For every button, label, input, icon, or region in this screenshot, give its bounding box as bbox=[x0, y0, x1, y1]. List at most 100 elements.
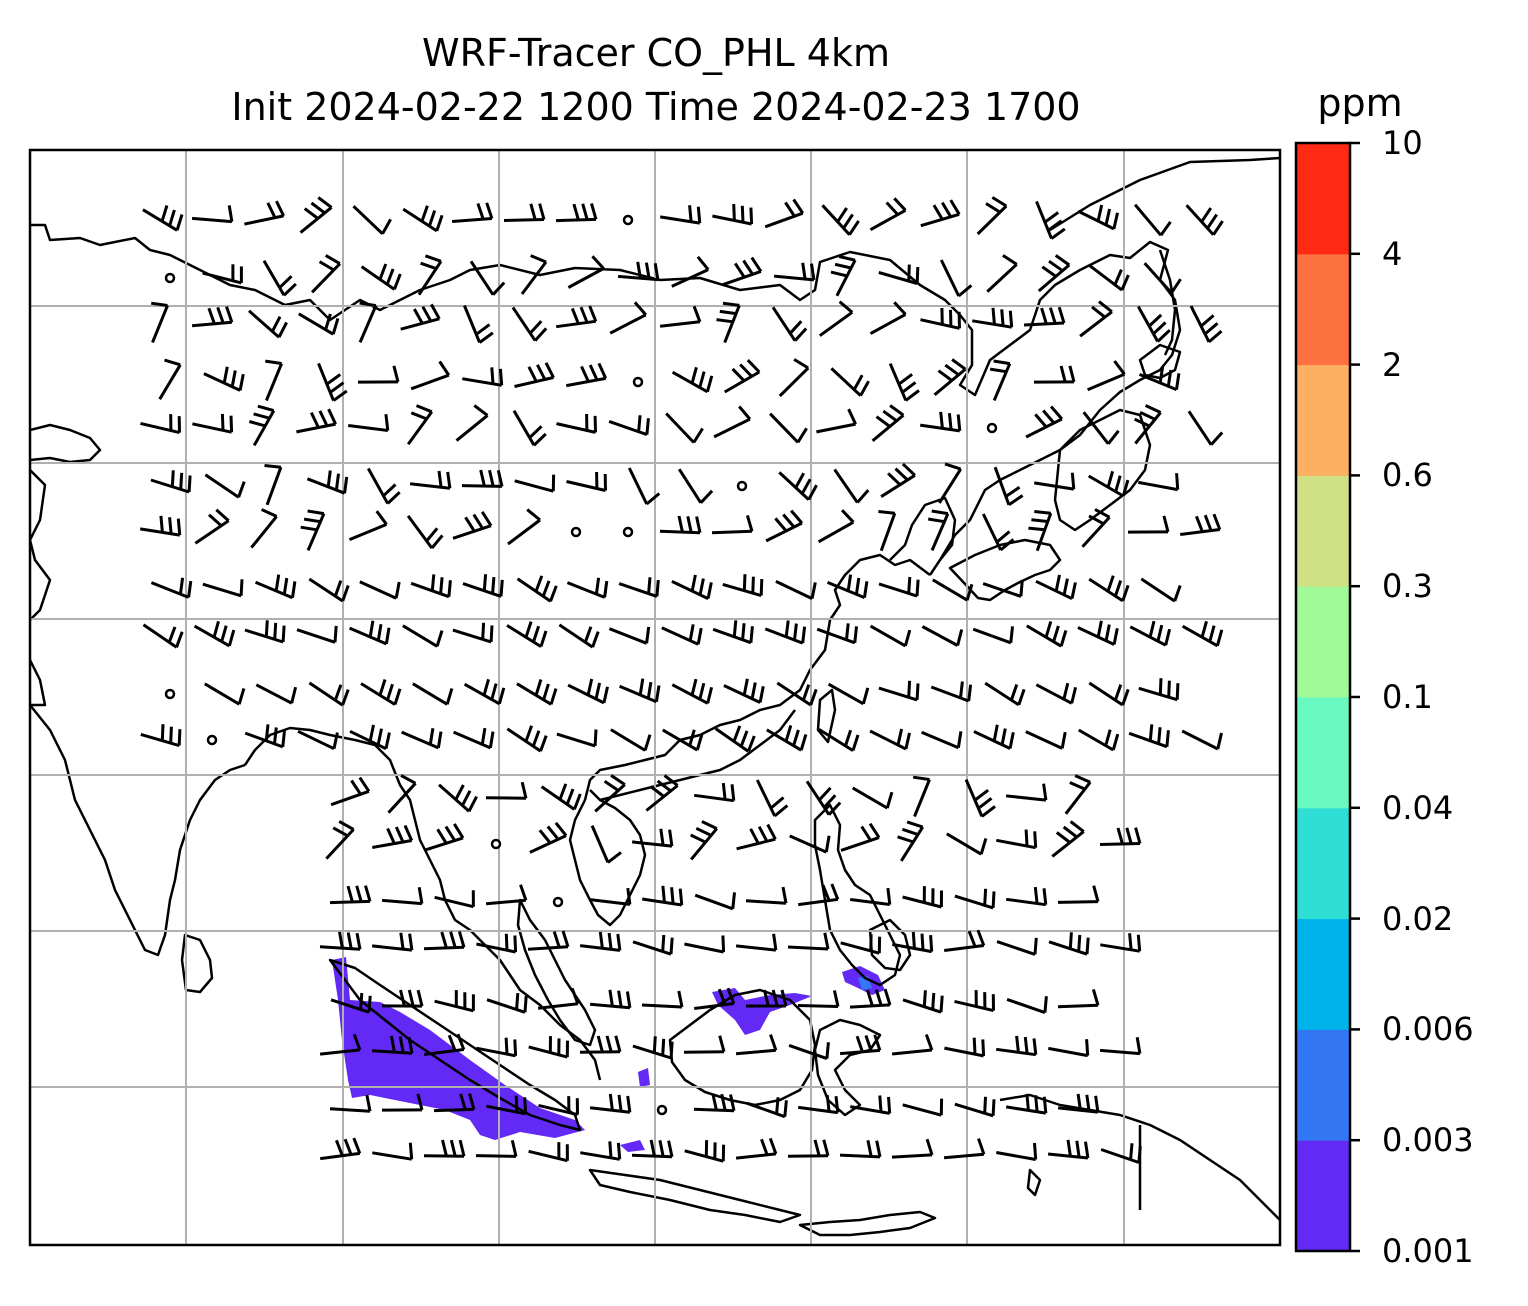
wind-barb-line bbox=[984, 681, 1020, 707]
wind-barb-line bbox=[939, 995, 944, 1013]
wind-barb-line bbox=[384, 627, 391, 645]
wind-barb-line bbox=[683, 1050, 725, 1054]
tracer-plume-java bbox=[620, 1140, 645, 1152]
wind-barb-line bbox=[616, 933, 622, 951]
wind-barb-line bbox=[346, 885, 354, 903]
wind-barb-line bbox=[883, 988, 892, 1006]
wind-barb-line bbox=[273, 622, 278, 640]
wind-barb-line bbox=[325, 828, 355, 860]
wind-barb-line bbox=[527, 945, 569, 951]
wind-barb-line bbox=[1088, 681, 1124, 707]
wind-barb-line bbox=[627, 467, 649, 505]
wind-barb-line bbox=[1175, 683, 1180, 700]
wind-barb-line bbox=[237, 687, 246, 705]
wind-barb-line bbox=[775, 580, 813, 600]
wind-barb-line bbox=[549, 585, 558, 602]
colorbar-segment bbox=[1296, 918, 1350, 1030]
wind-barb-line bbox=[816, 627, 856, 645]
wind-barb-line bbox=[178, 577, 185, 595]
wind-barb-line bbox=[177, 729, 182, 746]
wind-barb-line bbox=[643, 734, 652, 751]
wind-barb-line bbox=[367, 995, 372, 1013]
wind-barb-line bbox=[1035, 683, 1073, 705]
wind-barb-line bbox=[873, 1034, 882, 1051]
wind-barb-line bbox=[296, 422, 336, 434]
wind-barb-line bbox=[671, 370, 709, 394]
wind-barb-line bbox=[608, 419, 648, 437]
wind-barb-line bbox=[823, 932, 830, 950]
wind-barb-line bbox=[262, 259, 286, 297]
wind-barb-line bbox=[274, 574, 281, 592]
wind-barb-line bbox=[659, 320, 701, 328]
wind-barb-line bbox=[282, 282, 297, 297]
wind-calm-circle bbox=[552, 896, 564, 908]
wind-barb-line bbox=[790, 509, 804, 525]
wind-barb-line bbox=[824, 835, 831, 853]
wind-barb-line bbox=[402, 207, 438, 233]
wind-barb-line bbox=[1033, 481, 1075, 491]
wind-barb-line bbox=[902, 895, 942, 909]
wind-barb-line bbox=[852, 374, 864, 391]
coast-bay-bengal bbox=[243, 726, 602, 1081]
wind-barb-line bbox=[479, 469, 486, 487]
wind-barb-line bbox=[750, 682, 757, 700]
wind-barb-line bbox=[1085, 1094, 1091, 1112]
wind-barb-line bbox=[706, 686, 714, 704]
wind-barb-line bbox=[944, 363, 960, 377]
wind-barb-line bbox=[265, 362, 283, 402]
wind-barb-line bbox=[1113, 684, 1123, 701]
wind-barb-line bbox=[544, 362, 555, 379]
wind-barb-line bbox=[513, 1039, 518, 1056]
wind-barb-line bbox=[202, 582, 242, 598]
wind-barb-line bbox=[608, 627, 648, 645]
wind-barb-line bbox=[652, 1036, 657, 1053]
wind-barb-line bbox=[906, 820, 924, 829]
wind-barb-line bbox=[532, 432, 547, 447]
wind-barb-line bbox=[732, 725, 742, 742]
wind-barb-line bbox=[991, 891, 996, 908]
wind-barb-line bbox=[352, 205, 384, 235]
wind-barb-line bbox=[878, 510, 895, 515]
wind-barb-line bbox=[227, 205, 234, 222]
wind-barb-line bbox=[1077, 209, 1115, 231]
wind-barb-line bbox=[277, 321, 288, 338]
wind-barb-line bbox=[476, 1046, 516, 1058]
wind-barb-line bbox=[239, 579, 244, 596]
wind-barb-line bbox=[229, 415, 234, 433]
wind-barb-line bbox=[452, 628, 492, 644]
wind-barb-line bbox=[938, 468, 962, 504]
wind-barb-line bbox=[386, 683, 394, 701]
wind-barb-line bbox=[534, 575, 544, 592]
wind-barb-line bbox=[825, 1094, 831, 1112]
wind-barb-line bbox=[879, 512, 897, 552]
wind-barb-line bbox=[567, 683, 605, 705]
wind-barb-line bbox=[898, 373, 913, 386]
wind-barb-line bbox=[787, 1154, 829, 1158]
wind-barb-line bbox=[534, 679, 543, 696]
wind-barb-line bbox=[1200, 314, 1215, 328]
colorbar-tick-label: 0.001 bbox=[1382, 1232, 1474, 1270]
wind-barb-line bbox=[349, 626, 387, 646]
coast-taiwan bbox=[816, 688, 837, 744]
wind-barb-line bbox=[849, 1003, 891, 1009]
wind-barb-line bbox=[524, 725, 534, 742]
wind-barb-line bbox=[659, 215, 701, 225]
wind-barb-line bbox=[596, 1035, 604, 1053]
wind-barb-line bbox=[866, 989, 874, 1007]
wind-barb-line bbox=[330, 998, 370, 1014]
wind-barb-line bbox=[730, 784, 736, 801]
coastlines bbox=[30, 156, 1280, 1237]
wind-barb-line bbox=[572, 203, 580, 221]
wind-barb-line bbox=[331, 317, 340, 335]
wind-barb-line bbox=[444, 825, 456, 842]
wind-barb-line bbox=[212, 620, 220, 638]
wind-barb-line bbox=[1068, 365, 1076, 383]
wind-barb-line bbox=[798, 897, 838, 907]
wind-barb-line bbox=[1034, 510, 1051, 515]
wind-barb-line bbox=[468, 1093, 476, 1110]
wind-barb-line bbox=[632, 1044, 672, 1060]
wind-barb-line bbox=[1134, 411, 1162, 445]
wind-barb-line bbox=[915, 683, 920, 700]
wind-barb-line bbox=[714, 727, 750, 753]
wind-barb-line bbox=[536, 364, 547, 381]
